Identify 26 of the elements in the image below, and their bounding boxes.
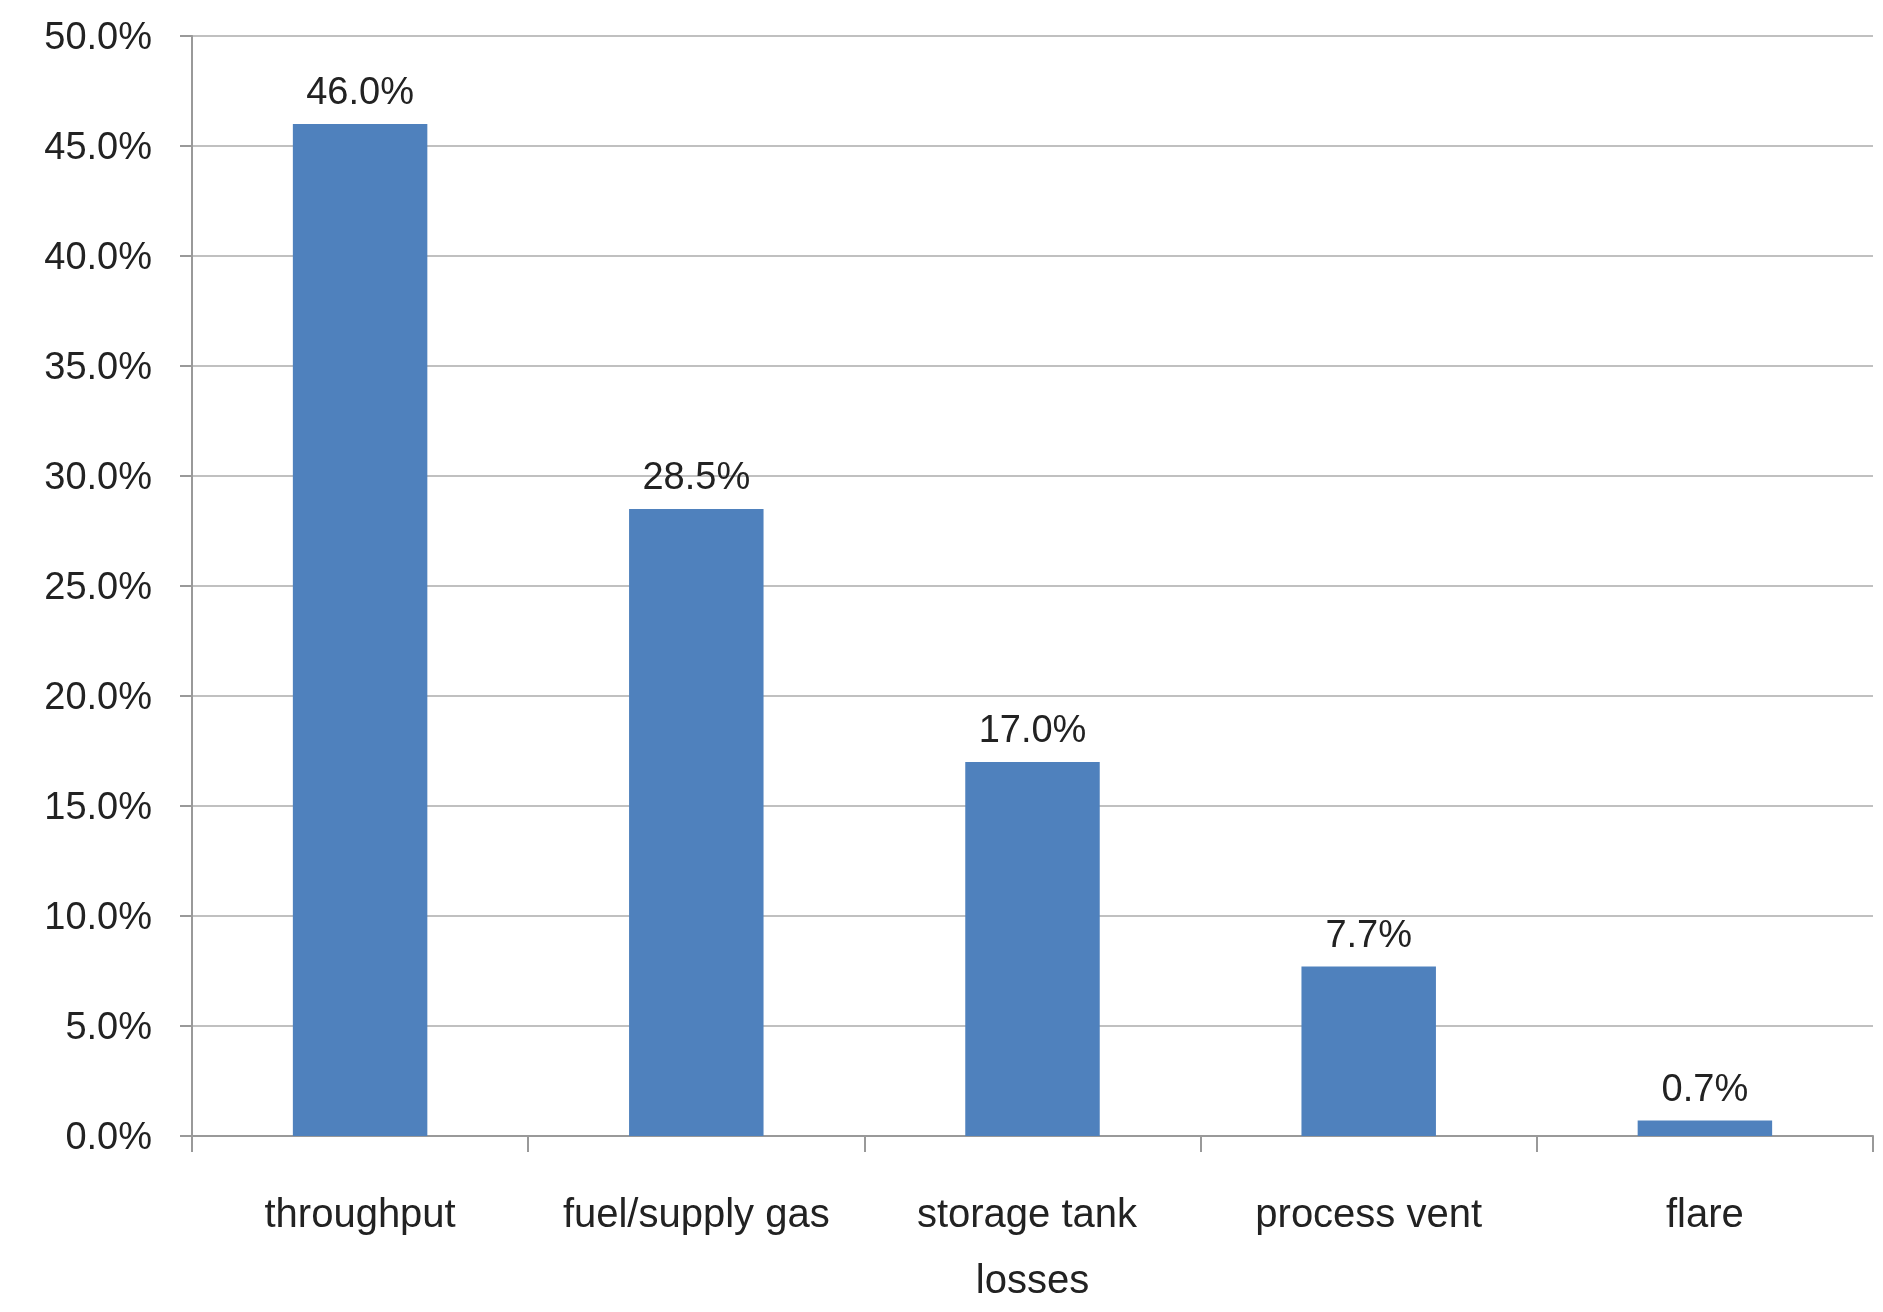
y-tick-label: 50.0%: [44, 15, 152, 57]
x-tick-label: process vent: [1255, 1191, 1483, 1235]
x-tick-label: flare: [1665, 1191, 1744, 1235]
x-tick-label: fuel/supply gas: [562, 1191, 830, 1235]
y-tick-label: 25.0%: [44, 565, 152, 607]
x-tick-label: storage tank losses: [916, 1191, 1149, 1301]
bar: [1637, 1120, 1773, 1136]
data-label: 0.7%: [1661, 1066, 1749, 1109]
y-tick-label: 20.0%: [44, 675, 152, 717]
x-tick-label: throughput: [264, 1191, 456, 1235]
y-tick-label: 15.0%: [44, 785, 152, 827]
y-tick-label: 45.0%: [44, 125, 152, 167]
y-tick-label: 0.0%: [65, 1115, 152, 1157]
y-tick-label: 10.0%: [44, 895, 152, 937]
bar: [965, 762, 1100, 1136]
bar: [629, 509, 764, 1136]
y-tick-label: 30.0%: [44, 455, 152, 497]
y-tick-label: 40.0%: [44, 235, 152, 277]
y-tick-label: 5.0%: [65, 1005, 152, 1047]
bar: [292, 124, 428, 1136]
data-label: 46.0%: [306, 70, 414, 112]
data-label: 28.5%: [642, 455, 751, 497]
bar: [1301, 966, 1436, 1136]
data-label: 17.0%: [978, 708, 1087, 750]
y-tick-label: 35.0%: [44, 345, 152, 387]
data-label: 7.7%: [1325, 912, 1413, 955]
